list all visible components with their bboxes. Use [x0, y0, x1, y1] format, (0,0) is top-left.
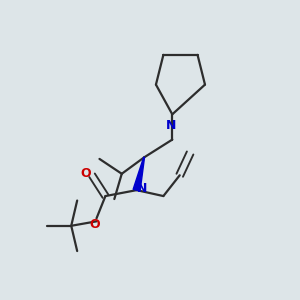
Polygon shape	[133, 157, 145, 191]
Text: O: O	[90, 218, 100, 231]
Text: N: N	[137, 182, 147, 195]
Text: O: O	[80, 167, 91, 180]
Text: N: N	[166, 119, 176, 132]
